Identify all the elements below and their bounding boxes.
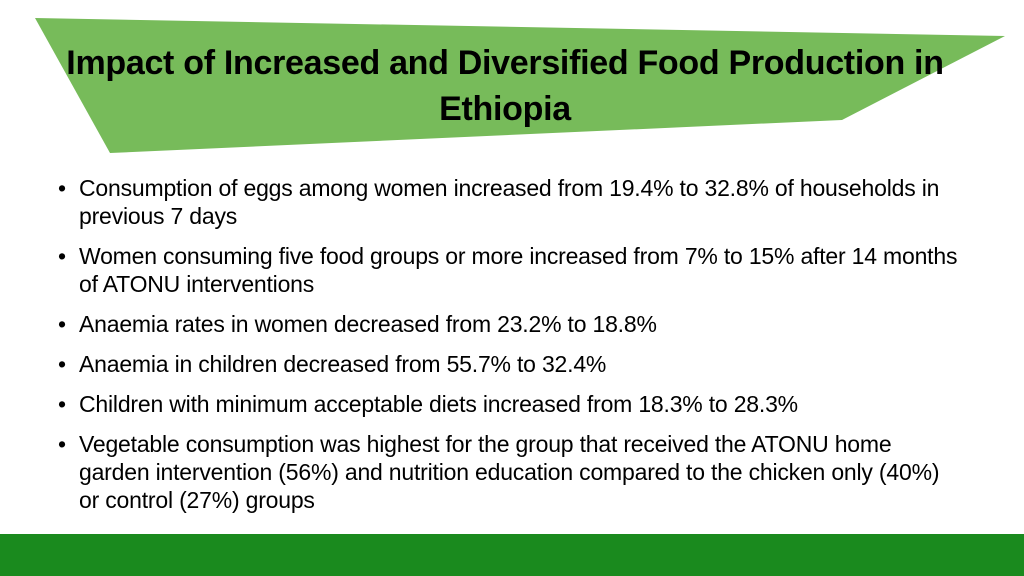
- footer-bar: [0, 534, 1024, 576]
- title-banner-shape: [35, 18, 1005, 153]
- bullet-item-diets: • Children with minimum acceptable diets…: [58, 390, 958, 418]
- bullet-dot-icon: •: [58, 351, 66, 377]
- bullet-text: Vegetable consumption was highest for th…: [79, 431, 940, 513]
- bullet-dot-icon: •: [58, 311, 66, 337]
- bullet-text: Anaemia in children decreased from 55.7%…: [79, 351, 607, 377]
- bullet-item-vegetables: • Vegetable consumption was highest for …: [58, 430, 958, 514]
- bullet-text: Children with minimum acceptable diets i…: [79, 391, 798, 417]
- bullet-text: Consumption of eggs among women increase…: [79, 175, 940, 229]
- bullet-item-anaemia-women: • Anaemia rates in women decreased from …: [58, 310, 958, 338]
- slide-title: Impact of Increased and Diversified Food…: [66, 44, 944, 128]
- bullet-text: Anaemia rates in women decreased from 23…: [79, 311, 657, 337]
- bullet-dot-icon: •: [58, 431, 66, 457]
- bullet-item-eggs: • Consumption of eggs among women increa…: [58, 174, 958, 230]
- banner-polygon: [35, 18, 1005, 153]
- bullet-item-food-groups: • Women consuming five food groups or mo…: [58, 242, 958, 298]
- bullet-text: Women consuming five food groups or more…: [79, 243, 958, 297]
- bullet-dot-icon: •: [58, 175, 66, 201]
- bullet-list: • Consumption of eggs among women increa…: [58, 174, 958, 526]
- bullet-dot-icon: •: [58, 243, 66, 269]
- bullet-item-anaemia-children: • Anaemia in children decreased from 55.…: [58, 350, 958, 378]
- bullet-dot-icon: •: [58, 391, 66, 417]
